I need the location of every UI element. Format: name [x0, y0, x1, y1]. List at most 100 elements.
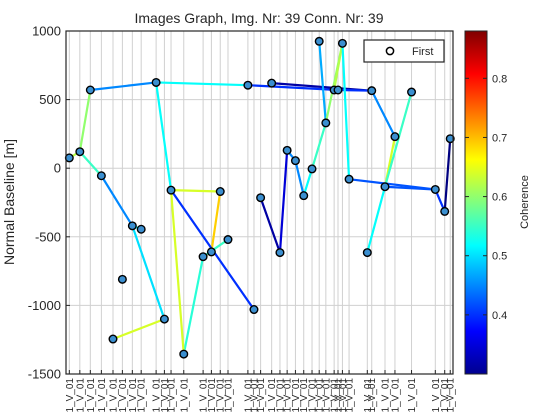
image-marker [136, 224, 146, 234]
connection-line [78, 88, 92, 153]
image-marker [407, 87, 417, 97]
x-tick-label: 1_V_01 [321, 378, 332, 413]
image-marker [362, 248, 372, 258]
image-marker [314, 36, 324, 46]
x-tick-label: 1_V_01 [446, 378, 457, 413]
colorbar-tick-label: 0.5 [492, 251, 507, 263]
image-marker [223, 235, 233, 245]
image-marker [151, 77, 161, 87]
image-marker [307, 164, 317, 174]
x-tick-label: 1_V_01 [75, 378, 86, 413]
connection-line [443, 137, 452, 213]
connection-line [111, 318, 166, 341]
colorbar-ticks: 0.4 0.5 0.6 0.7 0.8 [465, 73, 507, 322]
x-tick-label: 1_V_01 [267, 378, 278, 413]
image-marker [275, 248, 285, 258]
x-tick-label: 1_V_01 [291, 378, 302, 413]
x-tick-label: 1_V_01 [334, 378, 345, 413]
image-marker [85, 85, 95, 95]
colorbar: 0.4 0.5 0.6 0.7 0.8 Coherence [464, 30, 531, 375]
colorbar-label: Coherence [519, 175, 531, 229]
x-tick-label: 1_V_01 [308, 378, 319, 413]
image-marker [127, 221, 137, 231]
x-tick-label: 1_V_01 [330, 378, 341, 413]
colorbar-gradient [464, 30, 488, 375]
connection-line [341, 42, 351, 181]
connection-line [169, 189, 185, 356]
connection-line [318, 40, 327, 125]
image-marker [333, 85, 343, 95]
x-tick-label: 1_V_01 [86, 378, 97, 413]
image-marker [390, 132, 400, 142]
connection-line [302, 167, 314, 197]
legend-entry-first: First [412, 46, 433, 58]
legend[interactable]: First [363, 39, 445, 63]
image-marker [337, 38, 347, 48]
image-marker [249, 305, 259, 315]
connection-line [89, 81, 158, 92]
image-marker [96, 171, 106, 181]
y-axis-label: Normal Baseline [m] [1, 139, 17, 265]
x-tick-label: 1_V_01 [363, 378, 374, 413]
plot-frame [65, 30, 454, 375]
colorbar-tick-label: 0.7 [492, 132, 507, 144]
x-tick-label: 1_V_01 [283, 378, 294, 413]
x-tick-label: 1_V_01 [390, 378, 401, 413]
image-marker [267, 78, 277, 88]
x-axis-ticks: 1_V_01 1_V_01 1_V_01 1_V_01 1_V_011_V_011_V_… [65, 370, 457, 412]
legend-marker-icon [385, 46, 395, 56]
image-marker [64, 153, 74, 163]
image-marker [159, 314, 169, 324]
colorbar-tick-label: 0.6 [492, 192, 507, 204]
image-marker [282, 145, 292, 155]
y-axis-ticks: -1500 -1000 -500 0 500 1000 [28, 24, 70, 382]
x-tick-label: 1_V_01 [299, 378, 310, 413]
connection-line [370, 89, 397, 138]
chart-title: Images Graph, Img. Nr: 39 Conn. Nr: 39 [135, 10, 384, 26]
connection-line [366, 185, 387, 254]
x-tick-label: 1_V_01 [118, 378, 129, 413]
x-tick-label: 1_V_01 [440, 378, 451, 413]
image-marker [321, 118, 331, 128]
x-tick-label: 1_V_01 [167, 378, 178, 413]
connection-line [278, 149, 289, 254]
connection-line [202, 238, 230, 258]
x-tick-label: 1_V_01 [345, 378, 356, 413]
image-marker [256, 193, 266, 203]
connection-line [333, 42, 344, 92]
x-tick-label: 1_V_01 [315, 378, 326, 413]
connection-line [155, 81, 173, 192]
x-tick-label: 1_V_01 [152, 378, 163, 413]
image-marker [440, 206, 450, 216]
x-tick-label: 1_V_01 [380, 378, 391, 413]
image-marker [206, 247, 216, 257]
x-tick-label: 1_V_01 [223, 378, 234, 413]
x-tick-label: 1_V_01 [216, 378, 227, 413]
x-tick-label: 1_V_01 [199, 378, 210, 413]
legend-box [363, 39, 445, 63]
image-marker [430, 184, 440, 194]
x-tick-label: 1_V_01 [207, 378, 218, 413]
x-tick-label: 1_V_01 [243, 378, 254, 413]
plot-area [66, 31, 453, 374]
connection-line [131, 224, 166, 321]
image-marker [198, 252, 208, 262]
connection-line [336, 88, 373, 92]
y-tick-label: -500 [35, 229, 61, 244]
x-tick-label: 1_V_01 [108, 378, 119, 413]
image-marker [445, 134, 455, 144]
y-tick-label: -1000 [28, 298, 61, 313]
image-marker [108, 334, 118, 344]
x-tick-label: 1_V_01 [249, 378, 260, 413]
x-tick-label: 1_V_01 [256, 378, 267, 413]
y-tick-label: 500 [39, 92, 61, 107]
connection-line [210, 190, 222, 253]
image-marker [75, 147, 85, 157]
connection-line [383, 185, 437, 191]
x-tick-label: 1_V_01 [160, 378, 171, 413]
connection-line [310, 121, 327, 170]
image-marker [367, 86, 377, 96]
connection-line [294, 159, 305, 197]
x-tick-label: 1_V_01 [137, 378, 148, 413]
